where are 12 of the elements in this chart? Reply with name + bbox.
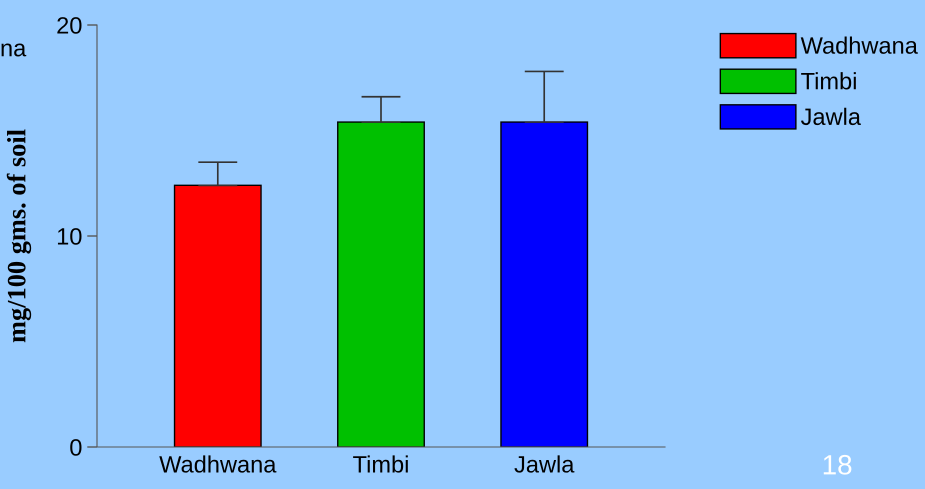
- y-tick-label: 10: [58, 228, 82, 245]
- y-tick-label: 20: [57, 17, 82, 34]
- y-tick-label: 0: [70, 439, 82, 456]
- x-tick-label: Jawla: [514, 455, 574, 473]
- x-tick-label: Wadhwana: [159, 455, 276, 473]
- legend-label: Wadhwana: [800, 36, 918, 54]
- x-tick-label: Timbi: [353, 455, 408, 473]
- y-axis-title: mg/100 gms. of soil: [6, 129, 32, 342]
- text: 18: [824, 454, 852, 475]
- text: na: [2, 44, 26, 56]
- legend-label: Jawla: [800, 108, 861, 126]
- legend-label: Timbi: [801, 72, 856, 90]
